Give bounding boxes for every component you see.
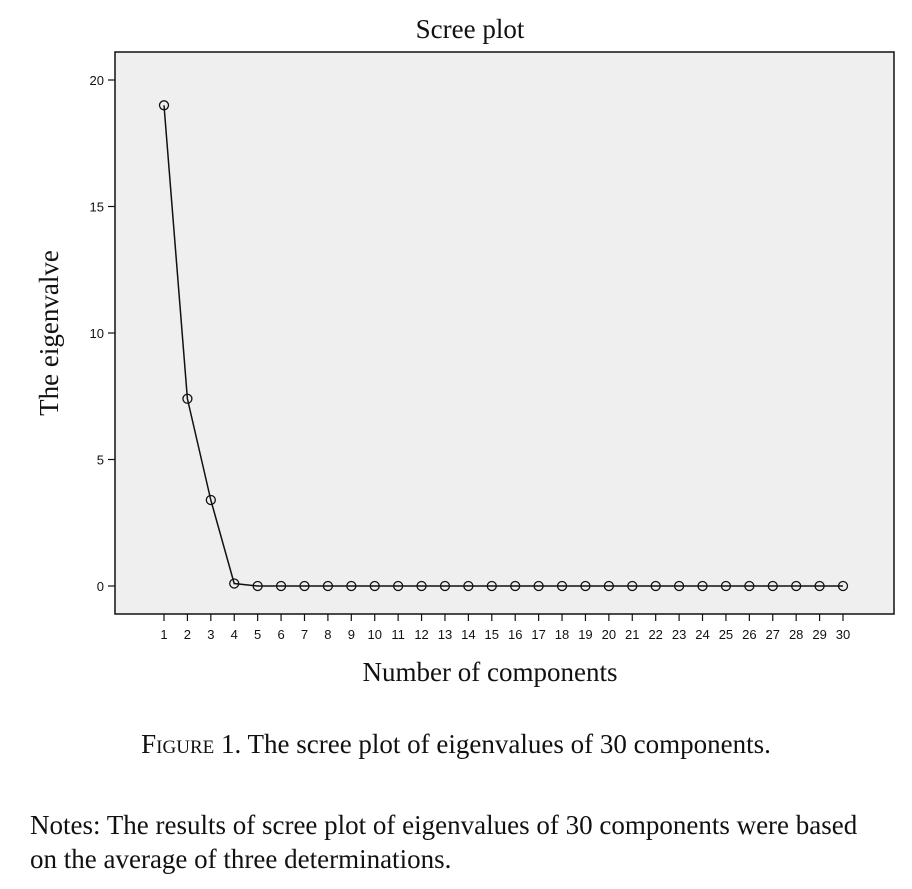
data-point-marker bbox=[229, 578, 240, 589]
y-tick-label: 5 bbox=[97, 453, 104, 468]
data-point-marker bbox=[603, 580, 615, 592]
data-point-marker bbox=[533, 580, 544, 592]
y-axis-label: The eigenvalve bbox=[34, 250, 64, 416]
data-point-marker bbox=[814, 580, 825, 592]
figure-caption: Figure 1. The scree plot of eigenvalues … bbox=[0, 728, 912, 760]
data-point-marker bbox=[346, 580, 357, 592]
figure-notes: Notes: The results of scree plot of eige… bbox=[30, 810, 858, 874]
x-tick-label: 4 bbox=[231, 627, 238, 642]
data-point-marker bbox=[205, 494, 216, 506]
data-point-marker bbox=[486, 580, 497, 592]
data-point-marker bbox=[650, 580, 661, 592]
data-point-marker bbox=[720, 580, 732, 592]
x-tick-label: 20 bbox=[602, 627, 616, 642]
x-tick-label: 18 bbox=[555, 627, 569, 642]
data-point-marker bbox=[627, 580, 638, 592]
plot-area bbox=[114, 51, 895, 615]
x-tick-label: 30 bbox=[836, 627, 850, 642]
x-tick-label: 3 bbox=[207, 627, 214, 642]
y-tick-label: 10 bbox=[90, 326, 104, 341]
x-tick-label: 28 bbox=[789, 627, 803, 642]
data-point-marker bbox=[510, 580, 521, 592]
data-point-marker bbox=[299, 580, 310, 592]
data-point-marker bbox=[252, 580, 263, 592]
data-point-marker bbox=[275, 580, 287, 592]
data-point-marker bbox=[673, 580, 685, 592]
x-tick-label: 21 bbox=[625, 627, 639, 642]
x-tick-label: 22 bbox=[648, 627, 662, 642]
data-point-marker bbox=[837, 580, 849, 592]
x-tick-label: 13 bbox=[438, 627, 452, 642]
x-tick-label: 6 bbox=[277, 627, 284, 642]
data-point-marker bbox=[744, 580, 755, 592]
data-point-marker bbox=[439, 580, 451, 592]
data-point-marker bbox=[392, 580, 404, 592]
figure-caption-prefix: Figure bbox=[141, 729, 215, 759]
data-point-marker bbox=[556, 580, 568, 592]
figure-caption-text: 1. The scree plot of eigenvalues of 30 c… bbox=[220, 729, 771, 759]
x-tick-label: 24 bbox=[695, 627, 709, 642]
chart-title: Scree plot bbox=[416, 14, 525, 44]
x-tick-label: 9 bbox=[348, 627, 355, 642]
data-point-marker bbox=[580, 580, 591, 592]
x-tick-label: 8 bbox=[324, 627, 331, 642]
x-tick-label: 7 bbox=[301, 627, 308, 642]
x-axis: 1 2 3 4 5 6 7 8 9 10 11 12 13 14 15 16 17 18 19 20 21 22 23 24 2… bbox=[160, 614, 850, 642]
x-tick-label: 10 bbox=[367, 627, 381, 642]
y-axis: 0 5 10 15 20 bbox=[90, 73, 115, 594]
eigenvalue-series bbox=[158, 100, 849, 592]
data-point-marker bbox=[463, 580, 474, 592]
data-point-marker bbox=[158, 100, 170, 111]
data-point-marker bbox=[791, 580, 802, 592]
x-tick-label: 23 bbox=[672, 627, 686, 642]
x-tick-label: 27 bbox=[766, 627, 780, 642]
data-point-marker bbox=[322, 580, 334, 592]
x-tick-label: 15 bbox=[485, 627, 499, 642]
data-point-marker bbox=[182, 393, 193, 404]
x-axis-label: Number of components bbox=[363, 657, 618, 687]
x-tick-label: 19 bbox=[578, 627, 592, 642]
x-tick-label: 5 bbox=[254, 627, 261, 642]
x-tick-label: 17 bbox=[531, 627, 545, 642]
x-tick-label: 1 bbox=[160, 627, 167, 642]
y-tick-label: 0 bbox=[97, 579, 104, 594]
x-tick-label: 29 bbox=[812, 627, 826, 642]
y-tick-label: 15 bbox=[90, 200, 104, 215]
data-point-marker bbox=[369, 580, 380, 592]
y-tick-label: 20 bbox=[90, 73, 104, 88]
x-tick-label: 16 bbox=[508, 627, 522, 642]
data-point-marker bbox=[767, 580, 778, 592]
x-tick-label: 11 bbox=[391, 627, 405, 642]
x-tick-label: 26 bbox=[742, 627, 756, 642]
x-tick-label: 25 bbox=[719, 627, 733, 642]
data-point-marker bbox=[697, 580, 708, 592]
x-tick-label: 2 bbox=[184, 627, 191, 642]
x-tick-label: 12 bbox=[414, 627, 428, 642]
x-tick-label: 14 bbox=[461, 627, 475, 642]
data-point-marker bbox=[416, 580, 427, 592]
